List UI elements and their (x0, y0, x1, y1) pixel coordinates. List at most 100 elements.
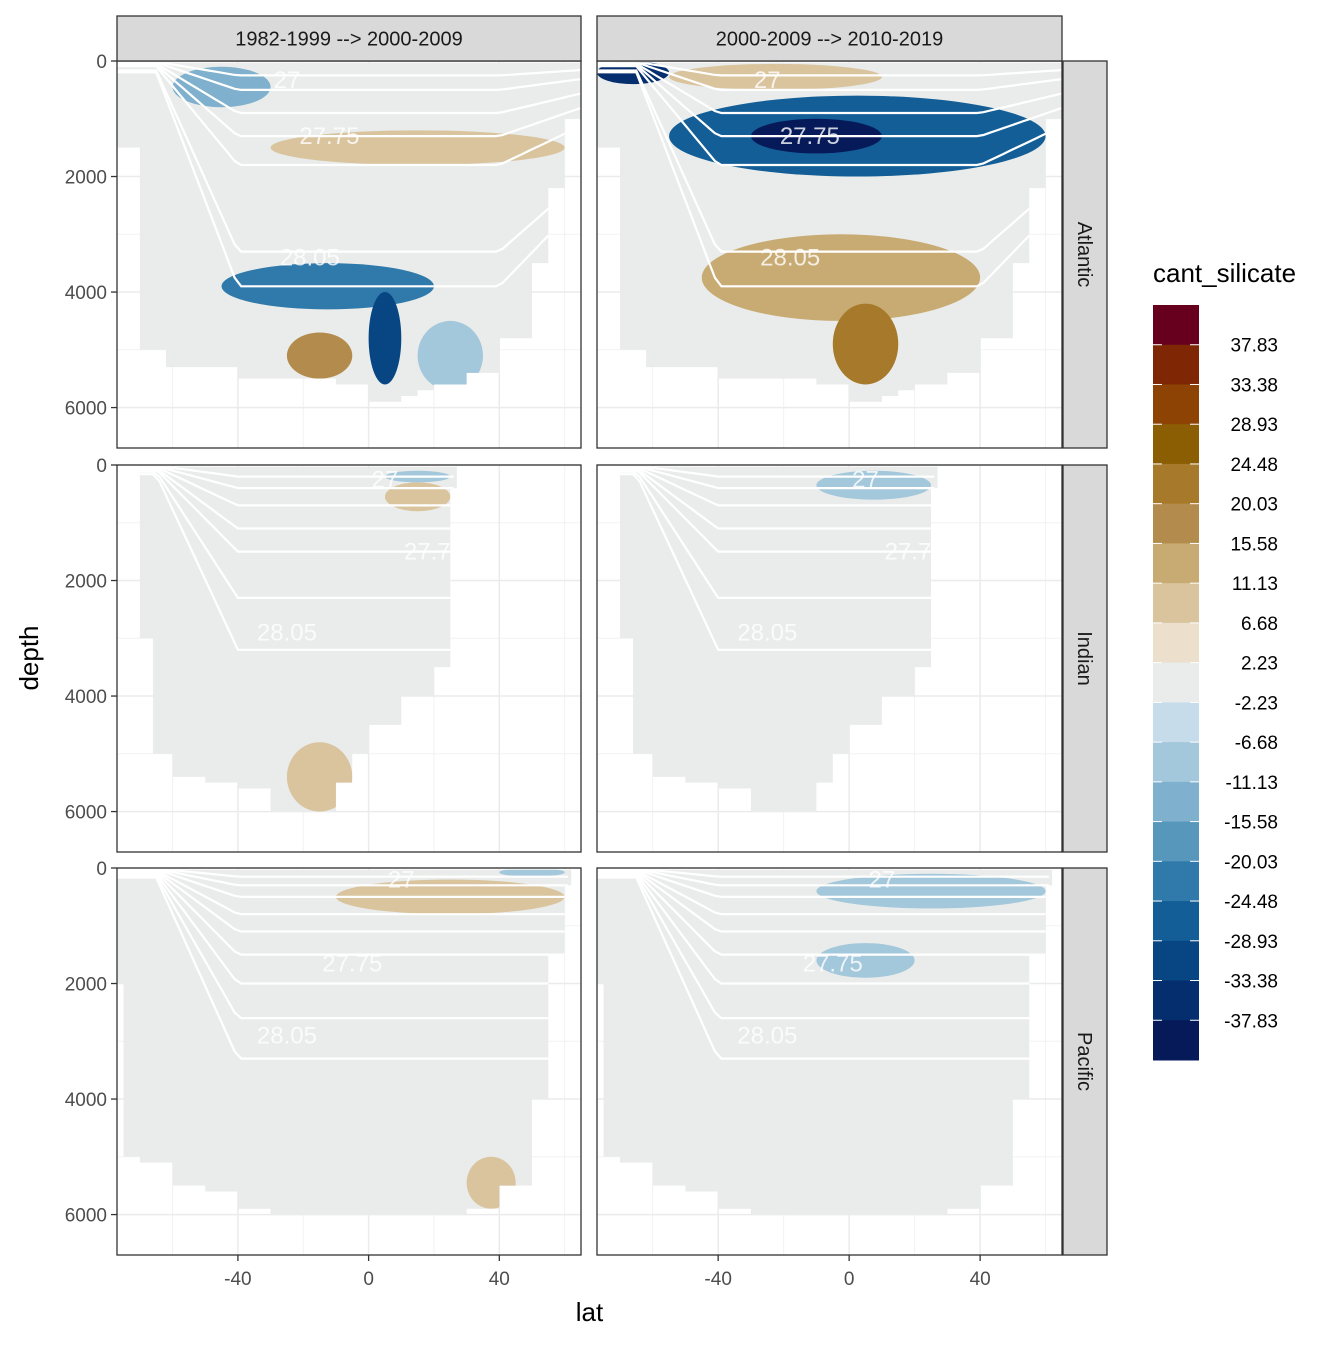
y-tick-label: 6000 (65, 399, 107, 420)
legend-swatch (1153, 1020, 1199, 1061)
isopycnal-line (619, 473, 935, 651)
y-tick-label: 6000 (65, 1206, 107, 1227)
isopycnal-line (117, 71, 581, 288)
y-tick-label: 2000 (65, 168, 107, 189)
strip-row-label: Indian (1073, 631, 1095, 686)
panel-atlantic-2: 27 27.75 28.05 (596, 60, 1063, 449)
contour-label: 27.75 (404, 539, 464, 566)
x-tick-label: 0 (844, 1269, 855, 1290)
isopycnal-line (117, 871, 568, 956)
isopycnal-line (597, 62, 1062, 91)
contour-label: 28.05 (280, 244, 340, 271)
panel-atlantic-1: 27 27.75 28.05 (116, 60, 582, 449)
isopycnal-line (117, 870, 568, 933)
panel-indian-2: 27 27.75 28.05 (596, 464, 1063, 853)
anomaly-region (832, 303, 899, 385)
isopycnal-line (117, 874, 568, 1020)
legend-label: 11.13 (1232, 574, 1278, 595)
isopycnal-line (139, 466, 454, 507)
isopycnal-line (139, 466, 454, 478)
y-tick-label: 0 (96, 456, 107, 477)
ocean-section-fill (117, 869, 572, 1215)
isopycnal-line (597, 62, 1062, 115)
contour-label: 28.05 (257, 620, 317, 647)
isopycnal-line (117, 869, 568, 887)
strip-column-label: 2000-2009 --> 2010-2019 (716, 29, 943, 51)
anomaly-region (270, 130, 565, 165)
strip-column-2 (596, 15, 1063, 62)
legend-label: -28.93 (1224, 932, 1278, 953)
y-tick-label: 2000 (65, 572, 107, 593)
legend-swatch (1153, 781, 1199, 823)
isopycnal-line (597, 869, 1049, 898)
isopycnal-line (597, 869, 1049, 887)
strip-row-label: Pacific (1073, 1032, 1095, 1091)
anomaly-features: 27 27.75 28.05 (597, 62, 1062, 385)
contour-label: 27 (372, 466, 399, 493)
contour-label: 28.05 (737, 620, 797, 647)
isopycnal-line (597, 874, 1049, 1020)
isopycnal-line (117, 65, 581, 167)
anomaly-region (816, 943, 915, 978)
legend-label: 24.48 (1230, 455, 1278, 476)
isopycnal-line (619, 467, 935, 530)
x-tick-label: 0 (363, 1269, 374, 1290)
legend-label: 15.58 (1230, 534, 1278, 555)
isopycnal-line (619, 468, 935, 553)
anomaly-region (286, 332, 353, 379)
isopycnal-line (619, 466, 935, 490)
anomaly-region (384, 482, 451, 512)
x-axis-title: lat (576, 1297, 604, 1327)
isopycnal-line (117, 63, 581, 138)
anomaly-features: 27 27.75 28.05 (139, 466, 464, 812)
contour-label: 28.05 (737, 1023, 797, 1050)
strip-column-1 (116, 15, 582, 62)
ocean-section-fill (619, 466, 938, 812)
contour-label: 27.75 (299, 123, 359, 150)
isopycnal-line (139, 467, 454, 530)
isopycnal-line (597, 869, 1049, 878)
legend-swatch (1153, 622, 1199, 664)
legend-swatch (1153, 543, 1199, 584)
ocean-section-fill (139, 466, 457, 812)
isopycnal-line (139, 466, 454, 490)
isopycnal-line (597, 876, 1049, 1060)
contour-label: 28.05 (257, 1023, 317, 1050)
isopycnal-line (597, 65, 1062, 167)
isopycnal-line (117, 869, 568, 898)
legend-swatch (1153, 980, 1199, 1021)
isopycnal-line (619, 470, 935, 599)
y-tick-label: 4000 (65, 283, 107, 304)
y-tick-label: 0 (96, 52, 107, 73)
legend-swatch (1153, 384, 1199, 425)
isopycnal-line (597, 71, 1062, 288)
y-axis-title: depth (14, 625, 44, 690)
contour-label: 27.75 (803, 950, 863, 977)
legend-label: 2.23 (1241, 654, 1278, 675)
isopycnal-line (597, 869, 1049, 916)
legend-label: -2.23 (1235, 693, 1278, 714)
legend-swatch (1153, 861, 1199, 902)
strip-row-atlantic (1062, 60, 1108, 449)
legend-title: cant_silicate (1153, 258, 1296, 288)
anomaly-region (417, 320, 483, 391)
y-tick-label: 4000 (65, 1090, 107, 1111)
legend-label: -11.13 (1226, 773, 1278, 794)
legend-label: -33.38 (1224, 972, 1278, 993)
isopycnal-line (619, 466, 935, 507)
anomaly-region (499, 869, 565, 877)
anomaly-features: 27 27.75 28.05 (619, 466, 938, 651)
y-tick-label: 6000 (65, 803, 107, 824)
strip-row-pacific (1062, 867, 1108, 1256)
anomaly-region (816, 873, 1046, 909)
legend-label: 20.03 (1230, 495, 1278, 516)
legend-label: -37.83 (1224, 1011, 1278, 1032)
legend-label: 33.38 (1230, 375, 1278, 396)
isopycnal-line (597, 63, 1062, 138)
legend-swatch (1153, 583, 1199, 624)
legend-swatch (1153, 662, 1199, 703)
legend-label: 6.68 (1241, 614, 1278, 635)
isopycnal-line (117, 869, 568, 878)
